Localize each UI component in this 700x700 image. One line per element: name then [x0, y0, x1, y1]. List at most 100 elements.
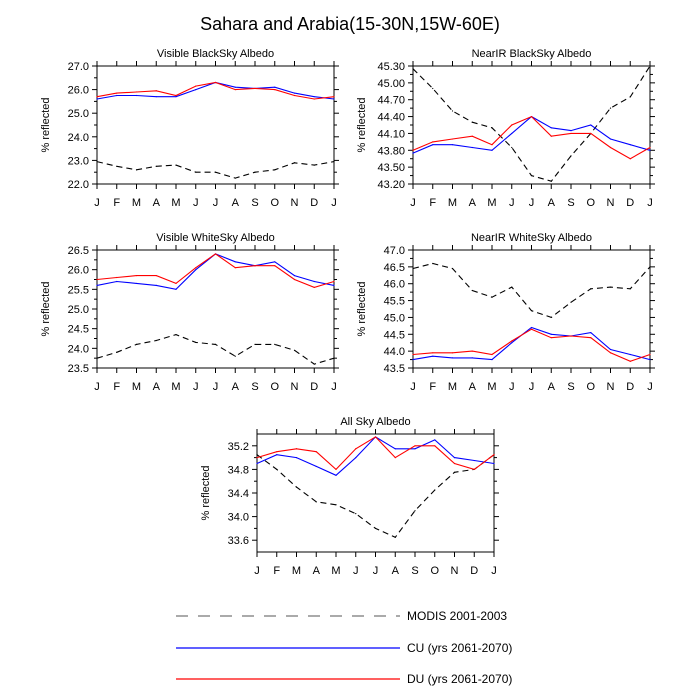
y-tick-label: 33.6: [228, 535, 249, 547]
y-tick-label: 43.5: [384, 363, 405, 375]
data-point-du: [414, 445, 416, 447]
data-point-cu: [313, 280, 315, 283]
data-point-cu: [451, 144, 454, 146]
data-point-modis: [274, 169, 276, 171]
data-point-du: [493, 454, 495, 456]
data-point-cu: [432, 144, 434, 146]
y-tick-label: 45.5: [384, 296, 405, 308]
data-point-modis: [609, 107, 612, 109]
figure-title: Sahara and Arabia(15-30N,15W-60E): [200, 14, 500, 34]
data-point-modis: [550, 180, 552, 182]
y-axis-label: % reflected: [356, 97, 368, 152]
data-point-du: [214, 253, 217, 255]
data-point-du: [295, 448, 298, 450]
series-line-du: [412, 115, 651, 160]
x-tick-label: M: [171, 381, 180, 393]
series-line-modis: [96, 334, 335, 365]
panel-title: All Sky Albedo: [340, 416, 410, 428]
data-point-cu: [629, 353, 631, 356]
data-point-du: [412, 353, 414, 356]
x-tick-label: A: [548, 197, 556, 209]
data-point-cu: [135, 94, 138, 97]
x-tick-label: S: [567, 381, 574, 393]
data-point-modis: [355, 513, 357, 515]
data-point-du: [135, 274, 138, 277]
data-point-cu: [394, 448, 396, 450]
data-point-modis: [394, 536, 396, 538]
data-point-modis: [629, 288, 631, 290]
x-tick-label: M: [132, 197, 141, 209]
data-point-cu: [491, 358, 493, 361]
data-point-du: [550, 135, 552, 137]
data-point-du: [530, 328, 533, 330]
data-point-modis: [570, 155, 572, 157]
data-point-cu: [335, 474, 337, 476]
x-tick-label: M: [448, 381, 457, 393]
data-point-du: [155, 90, 157, 92]
x-tick-label: A: [153, 197, 161, 209]
data-point-modis: [175, 164, 177, 166]
data-point-du: [333, 96, 335, 98]
legend: MODIS 2001-2003 CU (yrs 2061-2070) DU (yrs…: [176, 609, 512, 686]
data-point-cu: [550, 127, 552, 129]
x-tick-label: N: [607, 381, 615, 393]
data-point-modis: [135, 343, 138, 345]
panel-title: NearIR BlackSky Albedo: [472, 48, 592, 60]
x-tick-label: D: [310, 381, 318, 393]
x-tick-label: J: [509, 381, 515, 393]
data-point-modis: [234, 177, 236, 179]
data-point-cu: [473, 459, 475, 462]
x-tick-label: M: [487, 381, 496, 393]
x-tick-label: M: [448, 197, 457, 209]
data-point-cu: [96, 98, 98, 100]
panel-4: NearIR WhiteSky Albedo 47.0 46.5 46.0 45.5 45…: [356, 232, 655, 393]
y-tick-label: 24.0: [68, 132, 89, 144]
data-point-cu: [451, 357, 454, 359]
data-point-modis: [412, 267, 414, 270]
data-point-modis: [374, 527, 377, 530]
y-tick-label: 47.0: [384, 245, 405, 257]
data-point-modis: [293, 162, 296, 164]
x-tick-label: M: [487, 197, 496, 209]
data-point-modis: [214, 343, 217, 345]
data-point-du: [293, 94, 296, 97]
y-axis-label: % reflected: [40, 281, 52, 336]
data-point-cu: [550, 333, 552, 335]
data-point-modis: [135, 169, 138, 171]
panel-title: Visible BlackSky Albedo: [157, 48, 274, 60]
x-tick-label: F: [113, 381, 120, 393]
x-tick-label: S: [411, 565, 418, 577]
y-tick-label: 35.2: [228, 441, 249, 453]
data-point-du: [274, 89, 276, 91]
data-point-cu: [295, 457, 298, 459]
data-point-modis: [649, 266, 651, 268]
y-tick-label: 46.5: [384, 262, 405, 274]
data-point-du: [96, 278, 98, 281]
data-point-modis: [254, 343, 256, 345]
x-tick-label: M: [132, 381, 141, 393]
x-tick-label: J: [491, 565, 497, 577]
data-point-modis: [609, 286, 612, 288]
series-line-modis: [256, 454, 495, 538]
data-point-cu: [315, 465, 317, 468]
data-point-cu: [493, 462, 495, 465]
x-tick-label: F: [273, 565, 280, 577]
data-point-du: [434, 445, 436, 447]
y-tick-label: 43.80: [377, 145, 405, 157]
data-point-modis: [96, 160, 98, 163]
data-point-modis: [333, 357, 335, 359]
legend-entry-cu: CU (yrs 2061-2070): [176, 641, 512, 655]
y-tick-label: 26.5: [68, 245, 89, 257]
series-line-cu: [96, 253, 335, 290]
data-point-cu: [135, 282, 138, 285]
x-tick-label: J: [94, 381, 100, 393]
data-point-du: [511, 124, 513, 126]
y-tick-label: 25.5: [68, 284, 89, 296]
data-point-cu: [590, 332, 592, 334]
data-point-du: [629, 360, 631, 362]
series-line-cu: [412, 115, 651, 154]
y-axis-label: % reflected: [200, 465, 212, 520]
data-point-du: [451, 352, 454, 354]
data-point-cu: [234, 86, 236, 88]
x-tick-label: A: [153, 381, 161, 393]
